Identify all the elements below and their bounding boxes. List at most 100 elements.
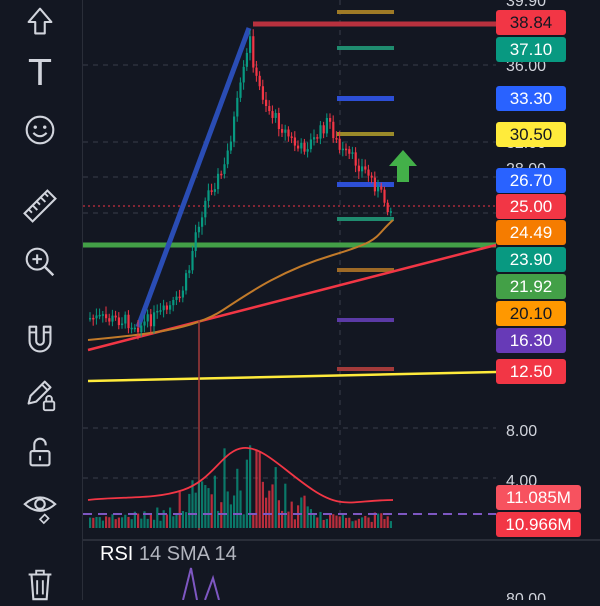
candle <box>364 166 367 170</box>
volume-bar <box>293 519 296 528</box>
volume-bar <box>178 491 181 528</box>
level-marker <box>337 10 394 14</box>
volume-bar <box>383 519 386 528</box>
candle <box>194 232 197 251</box>
candle <box>377 186 380 192</box>
volume-bar <box>213 475 216 528</box>
volume-bar <box>210 494 213 528</box>
price-label-33-30: 33.30 <box>496 86 566 111</box>
price-label-24-49: 24.49 <box>496 220 566 245</box>
rsi-axis-tick: 80.00 <box>506 591 546 600</box>
volume-bar <box>258 451 261 528</box>
volume-axis-tick: 8.00 <box>506 423 537 440</box>
candle <box>121 323 124 326</box>
volume-bar <box>159 520 162 528</box>
volume-bar <box>121 517 124 528</box>
volume-bar <box>194 492 197 528</box>
candle <box>293 137 296 146</box>
candle <box>255 67 258 76</box>
volume-bar <box>175 514 178 528</box>
volume-bar <box>89 517 92 528</box>
chart-area[interactable]: 39.90 36.00 32.00 28.00 8.00 4.00 80.00 … <box>83 0 600 600</box>
arrow-tool-button[interactable] <box>17 0 63 44</box>
candle <box>319 125 322 139</box>
volume-bar <box>377 513 380 528</box>
volume-bar <box>127 516 130 528</box>
ruler-tool-button[interactable] <box>17 184 63 228</box>
emoji-tool-button[interactable] <box>17 108 63 152</box>
candle <box>274 113 277 118</box>
candlestick-series <box>89 29 392 340</box>
text-tool-button[interactable]: T <box>17 52 63 96</box>
candle <box>261 86 264 100</box>
candle <box>242 66 245 83</box>
candle <box>303 142 306 152</box>
candle <box>175 296 178 300</box>
eye-tool-button[interactable] <box>17 484 63 528</box>
target-arrow-icon <box>389 150 417 182</box>
volume-bar <box>105 516 108 528</box>
candle <box>329 117 332 122</box>
price-label-26-70: 26.70 <box>496 168 566 193</box>
candle <box>210 190 213 192</box>
candle <box>124 314 127 324</box>
price-chart[interactable]: 39.90 36.00 32.00 28.00 8.00 4.00 80.00 <box>83 0 600 600</box>
unlock-tool-button[interactable] <box>17 430 63 474</box>
candle <box>332 121 335 139</box>
candle <box>277 113 280 130</box>
price-label-16-30: 16.30 <box>496 328 566 353</box>
trendline-blue <box>135 27 252 328</box>
candle <box>380 186 383 190</box>
magnet-tool-button[interactable] <box>17 318 63 362</box>
candle <box>265 99 268 107</box>
volume-bar <box>133 511 136 528</box>
candle <box>383 189 386 203</box>
candle <box>345 148 348 151</box>
candle <box>284 129 287 133</box>
volume-bar <box>306 506 309 528</box>
volume-bar <box>137 513 140 528</box>
candle <box>140 325 143 333</box>
candle <box>239 82 242 98</box>
candle <box>367 169 370 176</box>
volume-bar <box>204 485 207 528</box>
zoom-tool-button[interactable] <box>17 240 63 284</box>
arrow-up-icon <box>27 7 53 35</box>
support-line-yellow <box>87 370 497 383</box>
candle <box>357 165 360 172</box>
candle <box>223 164 226 174</box>
volume-bar <box>140 518 143 528</box>
volume-bar <box>313 513 316 528</box>
volume-bar <box>108 517 111 528</box>
level-marker <box>337 268 394 272</box>
volume-bar <box>149 513 152 528</box>
rsi-indicator-legend[interactable]: RSI 14 SMA 14 <box>100 543 237 566</box>
magnet-icon <box>28 325 52 353</box>
volume-bar <box>188 493 191 528</box>
volume-bar <box>373 512 376 528</box>
candle <box>156 310 159 313</box>
level-marker <box>337 182 394 187</box>
volume-bar <box>172 516 175 528</box>
volume-bar <box>351 521 354 528</box>
price-label-21-92: 21.92 <box>496 274 566 299</box>
volume-bar <box>217 510 220 528</box>
price-label-23-90: 23.90 <box>496 247 566 272</box>
volume-bar <box>242 514 245 528</box>
candle <box>281 129 284 133</box>
candle <box>165 305 168 310</box>
volume-bar <box>181 511 184 528</box>
candle <box>300 142 303 149</box>
pencil-lock-tool-button[interactable] <box>17 372 63 416</box>
volume-bar <box>220 502 223 528</box>
candle <box>117 317 120 326</box>
volume-bar <box>236 468 239 528</box>
volume-bar <box>153 519 156 528</box>
volume-bar <box>95 517 98 528</box>
candle <box>373 177 376 192</box>
price-label-30-50: 30.50 <box>496 122 566 147</box>
volume-bar <box>290 501 293 528</box>
volume-bar <box>207 488 210 528</box>
trash-tool-button[interactable] <box>17 562 63 606</box>
volume-bar <box>354 520 357 528</box>
